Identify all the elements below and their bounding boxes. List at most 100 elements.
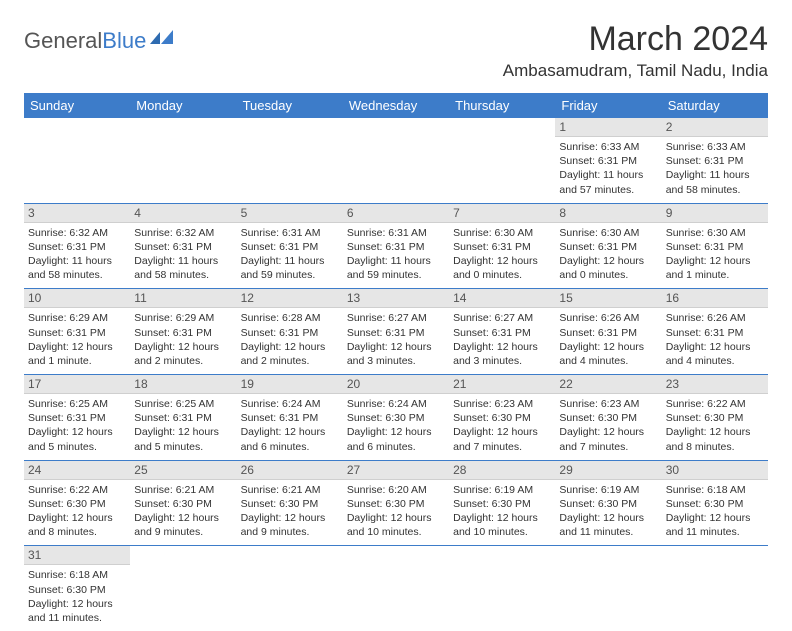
day-number: 13 (343, 289, 449, 308)
logo-text-blue: Blue (102, 28, 146, 54)
day-content: Sunrise: 6:32 AMSunset: 6:31 PMDaylight:… (130, 223, 236, 289)
day-content: Sunrise: 6:28 AMSunset: 6:31 PMDaylight:… (237, 308, 343, 374)
day-number: 11 (130, 289, 236, 308)
calendar-cell: 6Sunrise: 6:31 AMSunset: 6:31 PMDaylight… (343, 203, 449, 289)
calendar-cell (449, 546, 555, 631)
calendar-row: 24Sunrise: 6:22 AMSunset: 6:30 PMDayligh… (24, 460, 768, 546)
day-content: Sunrise: 6:26 AMSunset: 6:31 PMDaylight:… (555, 308, 661, 374)
day-number: 19 (237, 375, 343, 394)
calendar-cell (237, 118, 343, 203)
day-content: Sunrise: 6:19 AMSunset: 6:30 PMDaylight:… (555, 480, 661, 546)
calendar-cell (237, 546, 343, 631)
calendar-cell: 14Sunrise: 6:27 AMSunset: 6:31 PMDayligh… (449, 289, 555, 375)
calendar-cell (449, 118, 555, 203)
calendar-row: 17Sunrise: 6:25 AMSunset: 6:31 PMDayligh… (24, 375, 768, 461)
calendar-cell (343, 118, 449, 203)
calendar-cell: 26Sunrise: 6:21 AMSunset: 6:30 PMDayligh… (237, 460, 343, 546)
calendar-cell: 13Sunrise: 6:27 AMSunset: 6:31 PMDayligh… (343, 289, 449, 375)
day-content: Sunrise: 6:22 AMSunset: 6:30 PMDaylight:… (662, 394, 768, 460)
flag-icon (150, 28, 176, 54)
day-content: Sunrise: 6:31 AMSunset: 6:31 PMDaylight:… (237, 223, 343, 289)
day-content: Sunrise: 6:24 AMSunset: 6:30 PMDaylight:… (343, 394, 449, 460)
day-number: 31 (24, 546, 130, 565)
day-content: Sunrise: 6:30 AMSunset: 6:31 PMDaylight:… (662, 223, 768, 289)
calendar-cell: 17Sunrise: 6:25 AMSunset: 6:31 PMDayligh… (24, 375, 130, 461)
day-number: 21 (449, 375, 555, 394)
calendar-cell: 23Sunrise: 6:22 AMSunset: 6:30 PMDayligh… (662, 375, 768, 461)
day-content: Sunrise: 6:21 AMSunset: 6:30 PMDaylight:… (237, 480, 343, 546)
day-content: Sunrise: 6:33 AMSunset: 6:31 PMDaylight:… (555, 137, 661, 203)
day-number: 1 (555, 118, 661, 137)
day-content: Sunrise: 6:23 AMSunset: 6:30 PMDaylight:… (555, 394, 661, 460)
day-content: Sunrise: 6:31 AMSunset: 6:31 PMDaylight:… (343, 223, 449, 289)
logo-text-general: General (24, 28, 102, 54)
calendar-cell: 22Sunrise: 6:23 AMSunset: 6:30 PMDayligh… (555, 375, 661, 461)
day-number: 8 (555, 204, 661, 223)
day-number: 17 (24, 375, 130, 394)
day-number: 28 (449, 461, 555, 480)
day-content: Sunrise: 6:33 AMSunset: 6:31 PMDaylight:… (662, 137, 768, 203)
weekday-header: Friday (555, 93, 661, 118)
day-number: 27 (343, 461, 449, 480)
calendar-row: 10Sunrise: 6:29 AMSunset: 6:31 PMDayligh… (24, 289, 768, 375)
weekday-header: Tuesday (237, 93, 343, 118)
calendar-cell: 31Sunrise: 6:18 AMSunset: 6:30 PMDayligh… (24, 546, 130, 631)
calendar-row: 1Sunrise: 6:33 AMSunset: 6:31 PMDaylight… (24, 118, 768, 203)
logo: GeneralBlue (24, 28, 176, 54)
day-number: 30 (662, 461, 768, 480)
day-content: Sunrise: 6:30 AMSunset: 6:31 PMDaylight:… (555, 223, 661, 289)
calendar-row: 3Sunrise: 6:32 AMSunset: 6:31 PMDaylight… (24, 203, 768, 289)
day-number: 24 (24, 461, 130, 480)
month-title: March 2024 (503, 20, 768, 59)
calendar-table: SundayMondayTuesdayWednesdayThursdayFrid… (24, 93, 768, 631)
day-content: Sunrise: 6:25 AMSunset: 6:31 PMDaylight:… (24, 394, 130, 460)
day-number: 25 (130, 461, 236, 480)
weekday-header: Wednesday (343, 93, 449, 118)
day-content: Sunrise: 6:18 AMSunset: 6:30 PMDaylight:… (24, 565, 130, 631)
weekday-header: Thursday (449, 93, 555, 118)
calendar-cell: 30Sunrise: 6:18 AMSunset: 6:30 PMDayligh… (662, 460, 768, 546)
location: Ambasamudram, Tamil Nadu, India (503, 61, 768, 81)
day-number: 23 (662, 375, 768, 394)
title-block: March 2024 Ambasamudram, Tamil Nadu, Ind… (503, 20, 768, 81)
day-number: 4 (130, 204, 236, 223)
day-content: Sunrise: 6:21 AMSunset: 6:30 PMDaylight:… (130, 480, 236, 546)
calendar-body: 1Sunrise: 6:33 AMSunset: 6:31 PMDaylight… (24, 118, 768, 631)
day-number: 12 (237, 289, 343, 308)
calendar-cell (130, 118, 236, 203)
day-content: Sunrise: 6:25 AMSunset: 6:31 PMDaylight:… (130, 394, 236, 460)
calendar-cell: 5Sunrise: 6:31 AMSunset: 6:31 PMDaylight… (237, 203, 343, 289)
day-number: 2 (662, 118, 768, 137)
weekday-header: Monday (130, 93, 236, 118)
day-content: Sunrise: 6:29 AMSunset: 6:31 PMDaylight:… (130, 308, 236, 374)
calendar-cell (24, 118, 130, 203)
calendar-cell: 10Sunrise: 6:29 AMSunset: 6:31 PMDayligh… (24, 289, 130, 375)
calendar-cell: 15Sunrise: 6:26 AMSunset: 6:31 PMDayligh… (555, 289, 661, 375)
calendar-cell (555, 546, 661, 631)
day-number: 15 (555, 289, 661, 308)
day-content: Sunrise: 6:22 AMSunset: 6:30 PMDaylight:… (24, 480, 130, 546)
calendar-cell: 18Sunrise: 6:25 AMSunset: 6:31 PMDayligh… (130, 375, 236, 461)
day-number: 9 (662, 204, 768, 223)
day-content: Sunrise: 6:27 AMSunset: 6:31 PMDaylight:… (343, 308, 449, 374)
day-number: 16 (662, 289, 768, 308)
day-number: 3 (24, 204, 130, 223)
calendar-cell: 4Sunrise: 6:32 AMSunset: 6:31 PMDaylight… (130, 203, 236, 289)
calendar-header-row: SundayMondayTuesdayWednesdayThursdayFrid… (24, 93, 768, 118)
calendar-cell: 25Sunrise: 6:21 AMSunset: 6:30 PMDayligh… (130, 460, 236, 546)
header: GeneralBlue March 2024 Ambasamudram, Tam… (24, 20, 768, 81)
calendar-cell: 21Sunrise: 6:23 AMSunset: 6:30 PMDayligh… (449, 375, 555, 461)
calendar-row: 31Sunrise: 6:18 AMSunset: 6:30 PMDayligh… (24, 546, 768, 631)
calendar-cell: 11Sunrise: 6:29 AMSunset: 6:31 PMDayligh… (130, 289, 236, 375)
day-content: Sunrise: 6:19 AMSunset: 6:30 PMDaylight:… (449, 480, 555, 546)
calendar-cell: 29Sunrise: 6:19 AMSunset: 6:30 PMDayligh… (555, 460, 661, 546)
calendar-cell: 1Sunrise: 6:33 AMSunset: 6:31 PMDaylight… (555, 118, 661, 203)
calendar-cell: 12Sunrise: 6:28 AMSunset: 6:31 PMDayligh… (237, 289, 343, 375)
calendar-cell (130, 546, 236, 631)
day-content: Sunrise: 6:24 AMSunset: 6:31 PMDaylight:… (237, 394, 343, 460)
day-number: 5 (237, 204, 343, 223)
day-number: 29 (555, 461, 661, 480)
day-content: Sunrise: 6:32 AMSunset: 6:31 PMDaylight:… (24, 223, 130, 289)
day-number: 6 (343, 204, 449, 223)
weekday-header: Saturday (662, 93, 768, 118)
